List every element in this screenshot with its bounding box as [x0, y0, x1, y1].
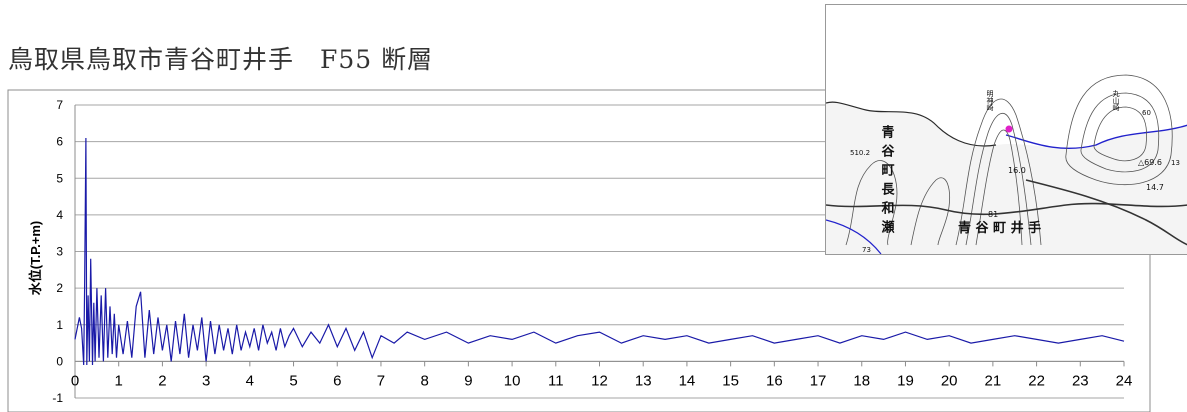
location-map: 明神崎 丸山崎 青谷町長和瀬 青 谷 町 井 手 16.0 △69.6 14.7… — [825, 4, 1187, 255]
y-tick-label: 5 — [56, 171, 63, 185]
map-label-ide: 青 谷 町 井 手 — [958, 220, 1041, 236]
x-tick-label: 22 — [1028, 372, 1045, 389]
x-tick-label: 23 — [1072, 372, 1089, 389]
x-tick-labels: 0 1 2 3 4 5 6 7 8 9 10 11 12 13 14 15 16 17 18 19 20 21 22 23 24 — [71, 372, 1133, 389]
x-tick-label: 18 — [853, 372, 870, 389]
y-tick-label: 3 — [56, 245, 63, 259]
map-label-nagawase: 青谷町長和瀬 — [879, 124, 895, 239]
map-roads — [826, 179, 1187, 246]
map-label-myojinzaki: 明神崎 — [986, 90, 994, 111]
x-tick-label: 20 — [941, 372, 958, 389]
map-elev-13: 13 — [1171, 159, 1180, 167]
x-tick-label: 3 — [202, 372, 210, 389]
x-tick-label: 15 — [722, 372, 739, 389]
x-tick-label: 4 — [246, 372, 254, 389]
x-tick-label: 11 — [548, 372, 564, 389]
y-tick-labels: -1 0 1 2 3 4 5 6 7 — [52, 98, 63, 405]
y-tick-label: 6 — [56, 135, 63, 149]
x-tick-label: 0 — [71, 372, 79, 389]
x-tick-label: 6 — [333, 372, 341, 389]
x-tick-label: 21 — [985, 372, 1002, 389]
x-tick-label: 2 — [158, 372, 166, 389]
map-elev-510: 510.2 — [850, 149, 870, 157]
map-elev-14: 14.7 — [1146, 183, 1164, 192]
x-tick-label: 8 — [420, 372, 428, 389]
map-sea-area — [826, 5, 1187, 149]
map-label-maruyamazaki: 丸山崎 — [1112, 89, 1120, 111]
x-tick-label: 19 — [897, 372, 914, 389]
map-river — [826, 219, 882, 254]
x-tick-label: 16 — [766, 372, 783, 389]
x-tick-label: 7 — [377, 372, 385, 389]
x-tick-label: 5 — [289, 372, 297, 389]
map-elev-16: 16.0 — [1008, 166, 1026, 175]
x-tick-label: 13 — [635, 372, 652, 389]
y-axis-label: 水位(T.P.+m) — [28, 221, 43, 296]
y-tick-label: 1 — [56, 318, 63, 332]
location-marker — [1005, 125, 1013, 133]
page-title: 鳥取県鳥取市青谷町井手 F55 断層 — [8, 45, 434, 74]
series-group — [74, 137, 1125, 366]
y-tick-label: -1 — [52, 391, 63, 405]
map-coastline — [826, 101, 997, 147]
y-tick-label: 4 — [56, 208, 63, 222]
y-tick-label: 7 — [56, 98, 63, 112]
y-tick-label: 2 — [56, 281, 63, 295]
x-tick-label: 9 — [464, 372, 472, 389]
map-contours — [845, 74, 1173, 246]
x-tick-label: 14 — [679, 372, 696, 389]
x-tick-label: 17 — [810, 372, 827, 389]
map-elev-73: 73 — [862, 246, 871, 254]
x-tick-label: 10 — [504, 372, 521, 389]
x-tick-label: 12 — [591, 372, 608, 389]
y-tick-label: 0 — [56, 354, 63, 368]
map-elev-60: 60 — [1142, 109, 1151, 117]
x-tick-label: 1 — [115, 372, 123, 389]
series-line-0 — [74, 137, 1125, 366]
map-elev-69: △69.6 — [1138, 158, 1162, 167]
map-shore-water — [1005, 124, 1187, 149]
map-elev-81: 81 — [988, 210, 998, 219]
x-tick-label: 24 — [1116, 372, 1133, 389]
